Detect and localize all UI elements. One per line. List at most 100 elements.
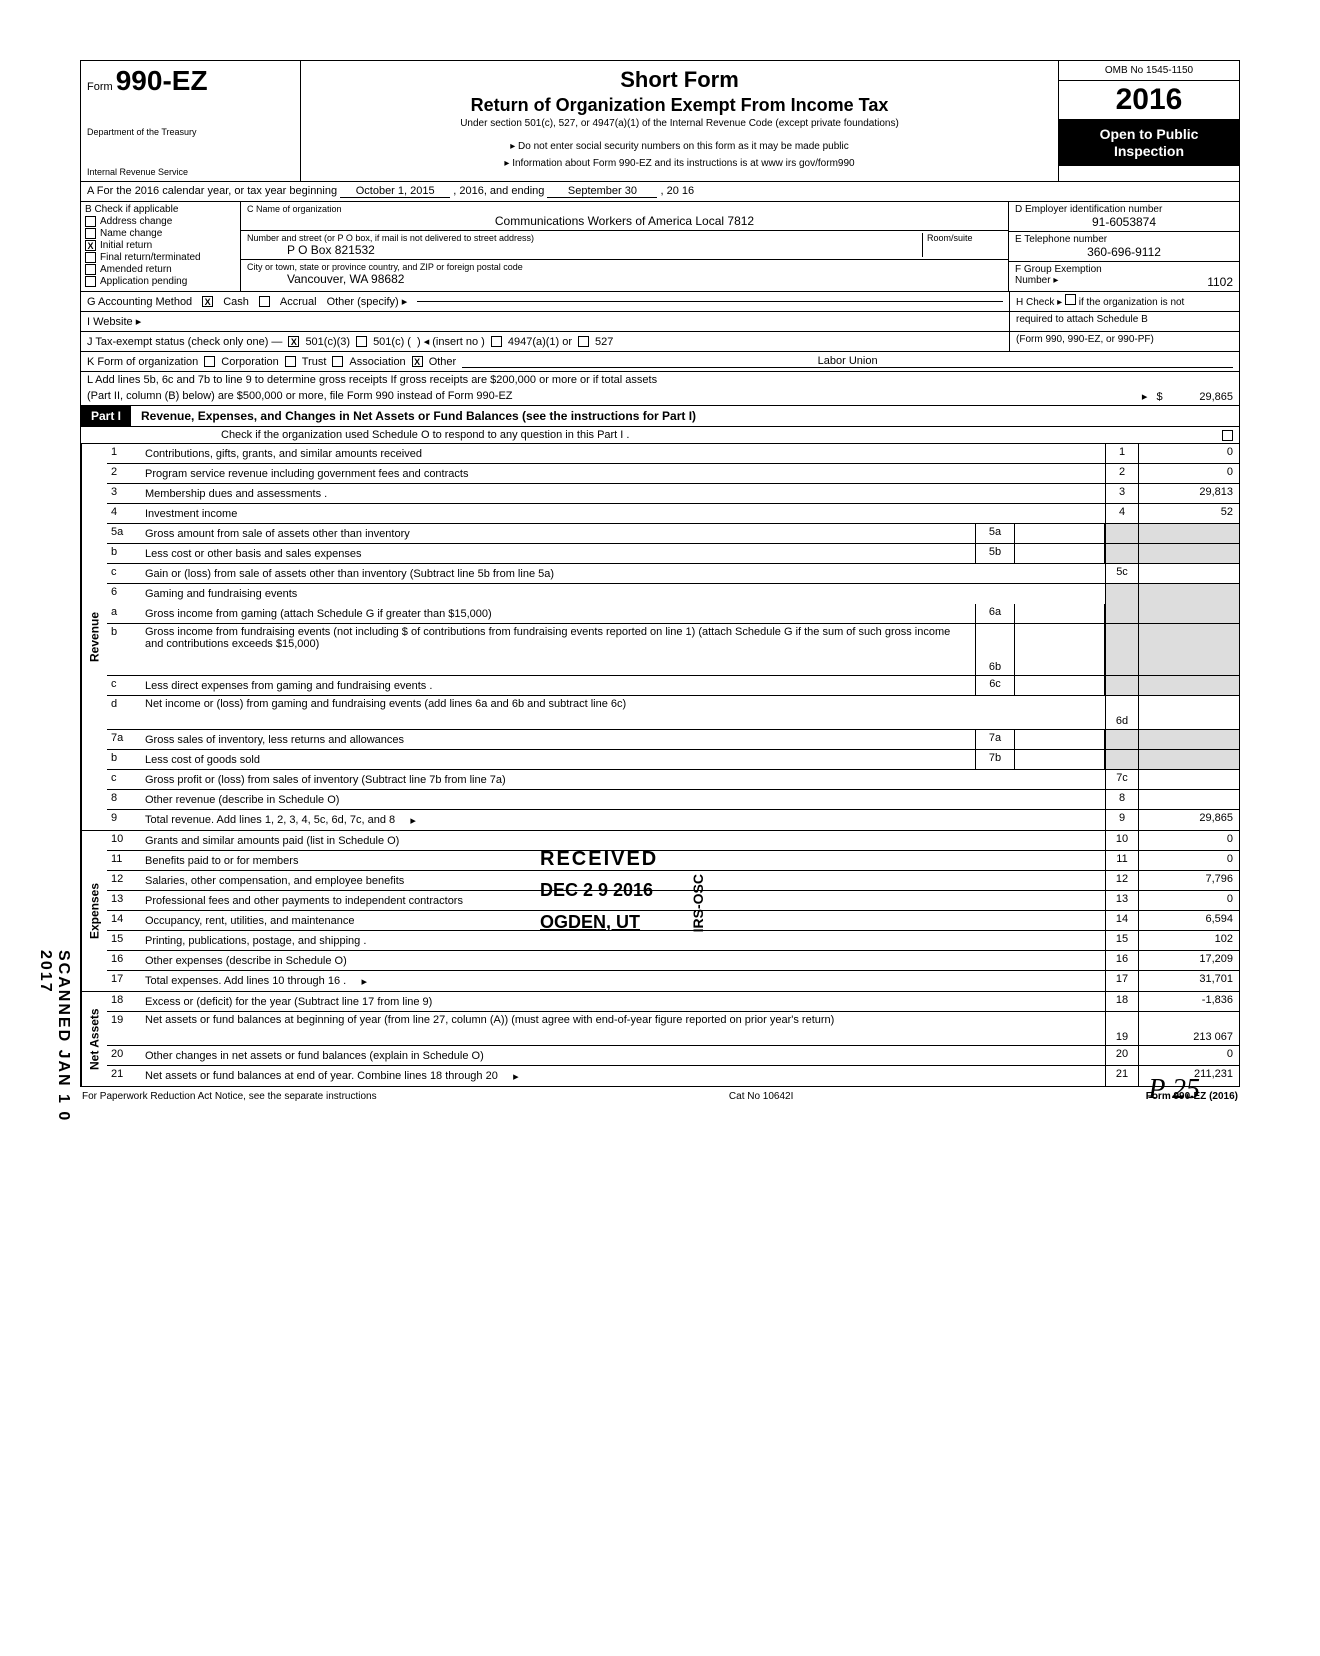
chk-accrual[interactable]: [259, 296, 270, 307]
line5c-val: [1139, 564, 1239, 583]
expenses-lines: 10Grants and similar amounts paid (list …: [107, 831, 1239, 991]
chk-assoc[interactable]: [332, 356, 343, 367]
line6b-desc: Gross income from fundraising events (no…: [141, 624, 975, 675]
open-to-public: Open to Public Inspection: [1059, 120, 1239, 166]
chk-trust[interactable]: [285, 356, 296, 367]
expenses-label: Expenses: [81, 831, 107, 991]
line7a-midval: [1015, 730, 1105, 749]
h-line2: required to attach Schedule B: [1009, 312, 1239, 331]
line5b-grey: [1105, 544, 1139, 563]
line20-rno: 20: [1105, 1046, 1139, 1065]
line9-desc: Total revenue. Add lines 1, 2, 3, 4, 5c,…: [141, 810, 1105, 830]
line7a-greyval: [1139, 730, 1239, 749]
chk-initial[interactable]: X: [85, 240, 96, 251]
d-lbl: D Employer identification number: [1015, 204, 1233, 215]
chk-address[interactable]: [85, 216, 96, 227]
form-990ez: Form 990-EZ Department of the Treasury I…: [80, 60, 1240, 1087]
expenses-section: Expenses 10Grants and similar amounts pa…: [81, 831, 1239, 992]
line2-val: 0: [1139, 464, 1239, 483]
line5b-greyval: [1139, 544, 1239, 563]
other-acct-line: [417, 301, 1003, 302]
row-a-end: September 30: [547, 185, 657, 198]
name-lbl: C Name of organization: [247, 204, 1002, 214]
chk-501c[interactable]: [356, 336, 367, 347]
city-val: Vancouver, WA 98682: [247, 272, 1002, 286]
header-mid: Short Form Return of Organization Exempt…: [301, 61, 1059, 181]
line6d-desc: Net income or (loss) from gaming and fun…: [141, 696, 1105, 729]
line3-val: 29,813: [1139, 484, 1239, 503]
lbl-trust: Trust: [302, 356, 327, 368]
lbl-assoc: Association: [349, 356, 405, 368]
tax-year: 2016: [1059, 81, 1239, 120]
line6a-desc: Gross income from gaming (attach Schedul…: [141, 604, 975, 623]
line6b-greyval: [1139, 624, 1239, 675]
line18-val: -1,836: [1139, 992, 1239, 1011]
line7b-grey: [1105, 750, 1139, 769]
line17-desc-text: Total expenses. Add lines 10 through 16 …: [145, 975, 346, 987]
line6c-desc: Less direct expenses from gaming and fun…: [141, 676, 975, 695]
line6-desc: Gaming and fundraising events: [141, 584, 1105, 604]
line4-val: 52: [1139, 504, 1239, 523]
line16-desc: Other expenses (describe in Schedule O): [141, 951, 1105, 970]
line6-grey: [1105, 584, 1139, 604]
check-o-text: Check if the organization used Schedule …: [221, 429, 1222, 441]
chk-527[interactable]: [578, 336, 589, 347]
ssn-note: Do not enter social security numbers on …: [311, 141, 1048, 152]
row-gh: G Accounting Method XCash Accrual Other …: [81, 292, 1239, 312]
line2-desc: Program service revenue including govern…: [141, 464, 1105, 483]
line6d-rno: 6d: [1105, 696, 1139, 729]
chk-final[interactable]: [85, 252, 96, 263]
chk-h[interactable]: [1065, 294, 1076, 305]
line4-desc: Investment income: [141, 504, 1105, 523]
chk-4947[interactable]: [491, 336, 502, 347]
street-val: P O Box 821532: [247, 243, 922, 257]
line14-desc: Occupancy, rent, utilities, and maintena…: [141, 911, 1105, 930]
line18-desc: Excess or (deficit) for the year (Subtra…: [141, 992, 1105, 1011]
line12-val: 7,796: [1139, 871, 1239, 890]
chk-corp[interactable]: [204, 356, 215, 367]
chk-other-org[interactable]: X: [412, 356, 423, 367]
line6b-midval: [1015, 624, 1105, 675]
line12-desc: Salaries, other compensation, and employ…: [141, 871, 1105, 890]
lbl-501c-b: ) ◂ (insert no ): [417, 335, 485, 348]
lbl-4947: 4947(a)(1) or: [508, 336, 572, 348]
chk-pending[interactable]: [85, 276, 96, 287]
col-de: D Employer identification number 91-6053…: [1009, 202, 1239, 291]
netassets-label: Net Assets: [81, 992, 107, 1086]
chk-cash[interactable]: X: [202, 296, 213, 307]
chk-schedule-o[interactable]: [1222, 430, 1233, 441]
line11-val: 0: [1139, 851, 1239, 870]
public-line2: Inspection: [1114, 143, 1184, 159]
line5a-grey: [1105, 524, 1139, 543]
line1-rno: 1: [1105, 444, 1139, 463]
f-lbl: F Group Exemption: [1015, 264, 1233, 275]
line10-rno: 10: [1105, 831, 1139, 850]
chk-501c3[interactable]: X: [288, 336, 299, 347]
line7b-midval: [1015, 750, 1105, 769]
line15-val: 102: [1139, 931, 1239, 950]
line6b-mid: 6b: [975, 624, 1015, 675]
line6c-mid: 6c: [975, 676, 1015, 695]
line6c-greyval: [1139, 676, 1239, 695]
line17-desc: Total expenses. Add lines 10 through 16 …: [141, 971, 1105, 991]
line6a-greyval: [1139, 604, 1239, 623]
lbl-527: 527: [595, 336, 613, 348]
d-val: 91-6053874: [1015, 215, 1233, 229]
chk-amended[interactable]: [85, 264, 96, 275]
revenue-label: Revenue: [81, 444, 107, 830]
form-prefix: Form: [87, 81, 113, 93]
lbl-initial: Initial return: [100, 240, 152, 251]
line7a-grey: [1105, 730, 1139, 749]
return-title: Return of Organization Exempt From Incom…: [311, 95, 1048, 116]
lbl-accrual: Accrual: [280, 296, 317, 308]
col-c: C Name of organization Communications Wo…: [241, 202, 1009, 291]
header-left: Form 990-EZ Department of the Treasury I…: [81, 61, 301, 181]
line19-desc: Net assets or fund balances at beginning…: [141, 1012, 1105, 1045]
e-lbl: E Telephone number: [1015, 234, 1233, 245]
line6d-val: [1139, 696, 1239, 729]
lbl-address: Address change: [100, 216, 172, 227]
chk-name[interactable]: [85, 228, 96, 239]
line3-desc: Membership dues and assessments .: [141, 484, 1105, 503]
g-label: G Accounting Method: [87, 296, 192, 308]
k-label: K Form of organization: [87, 356, 198, 368]
